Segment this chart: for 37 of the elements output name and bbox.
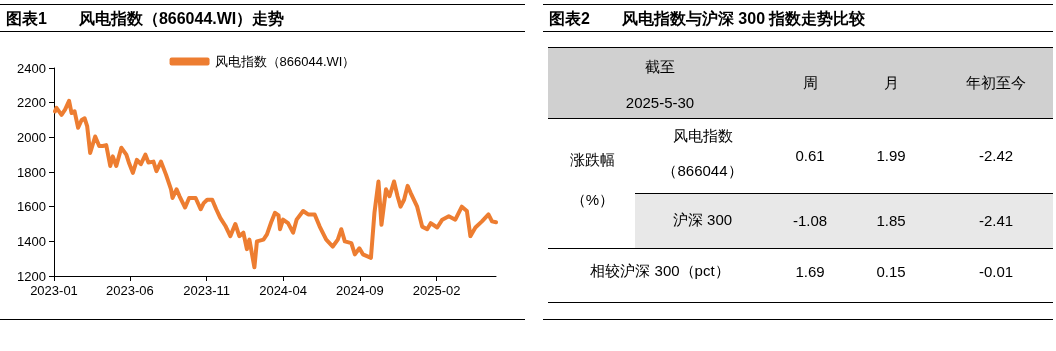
text: -0.01 <box>977 261 1015 282</box>
text: 风电指数 <box>671 125 734 146</box>
text: -2.42 <box>977 146 1015 166</box>
text: -2.41 <box>977 211 1015 231</box>
text: 0.61 <box>794 146 826 166</box>
text: -1.08 <box>791 211 829 231</box>
x-tick-label: 2023-06 <box>105 283 154 298</box>
x-tick-label: 2024-09 <box>336 283 384 298</box>
line-series <box>53 98 498 270</box>
text: 周 <box>801 72 819 93</box>
y-tick-label: 2400 <box>17 60 46 76</box>
y-tick-label: 1400 <box>17 233 46 249</box>
x-tick-label: 2023-11 <box>183 283 231 298</box>
y-tick-label: 1200 <box>17 268 46 284</box>
legend-label: 风电指数（866044.WI） <box>214 54 356 69</box>
x-tick-label: 2025-02 <box>412 283 461 298</box>
text: （%） <box>569 189 616 210</box>
y-tick-label: 1600 <box>17 199 46 215</box>
y-tick-label: 1800 <box>17 164 46 180</box>
text: 涨跌幅 <box>569 149 616 170</box>
text: 截至 <box>644 56 676 77</box>
y-tick-label: 2000 <box>17 129 46 145</box>
text: 沪深 300 <box>671 210 734 230</box>
x-tick-label: 2024-04 <box>259 283 307 298</box>
text: 0.15 <box>875 261 907 282</box>
text: 1.99 <box>875 146 907 166</box>
y-tick-label: 2200 <box>17 95 46 111</box>
text: 年初至今 <box>965 72 1027 93</box>
text: 1.85 <box>875 211 907 231</box>
text: 1.69 <box>794 261 826 282</box>
text: 2025-5-30 <box>624 92 696 113</box>
chart-title: 图表1 风电指数（866044.WI）走势 <box>0 4 525 32</box>
x-tick-label: 2023-01 <box>30 283 78 298</box>
text: 相较沪深 300（pct） <box>589 260 731 281</box>
text: 月 <box>882 72 900 93</box>
text: 图表2 风电指数与沪深 300 指数走势比较 <box>543 4 1053 32</box>
text: （866044） <box>661 160 744 181</box>
